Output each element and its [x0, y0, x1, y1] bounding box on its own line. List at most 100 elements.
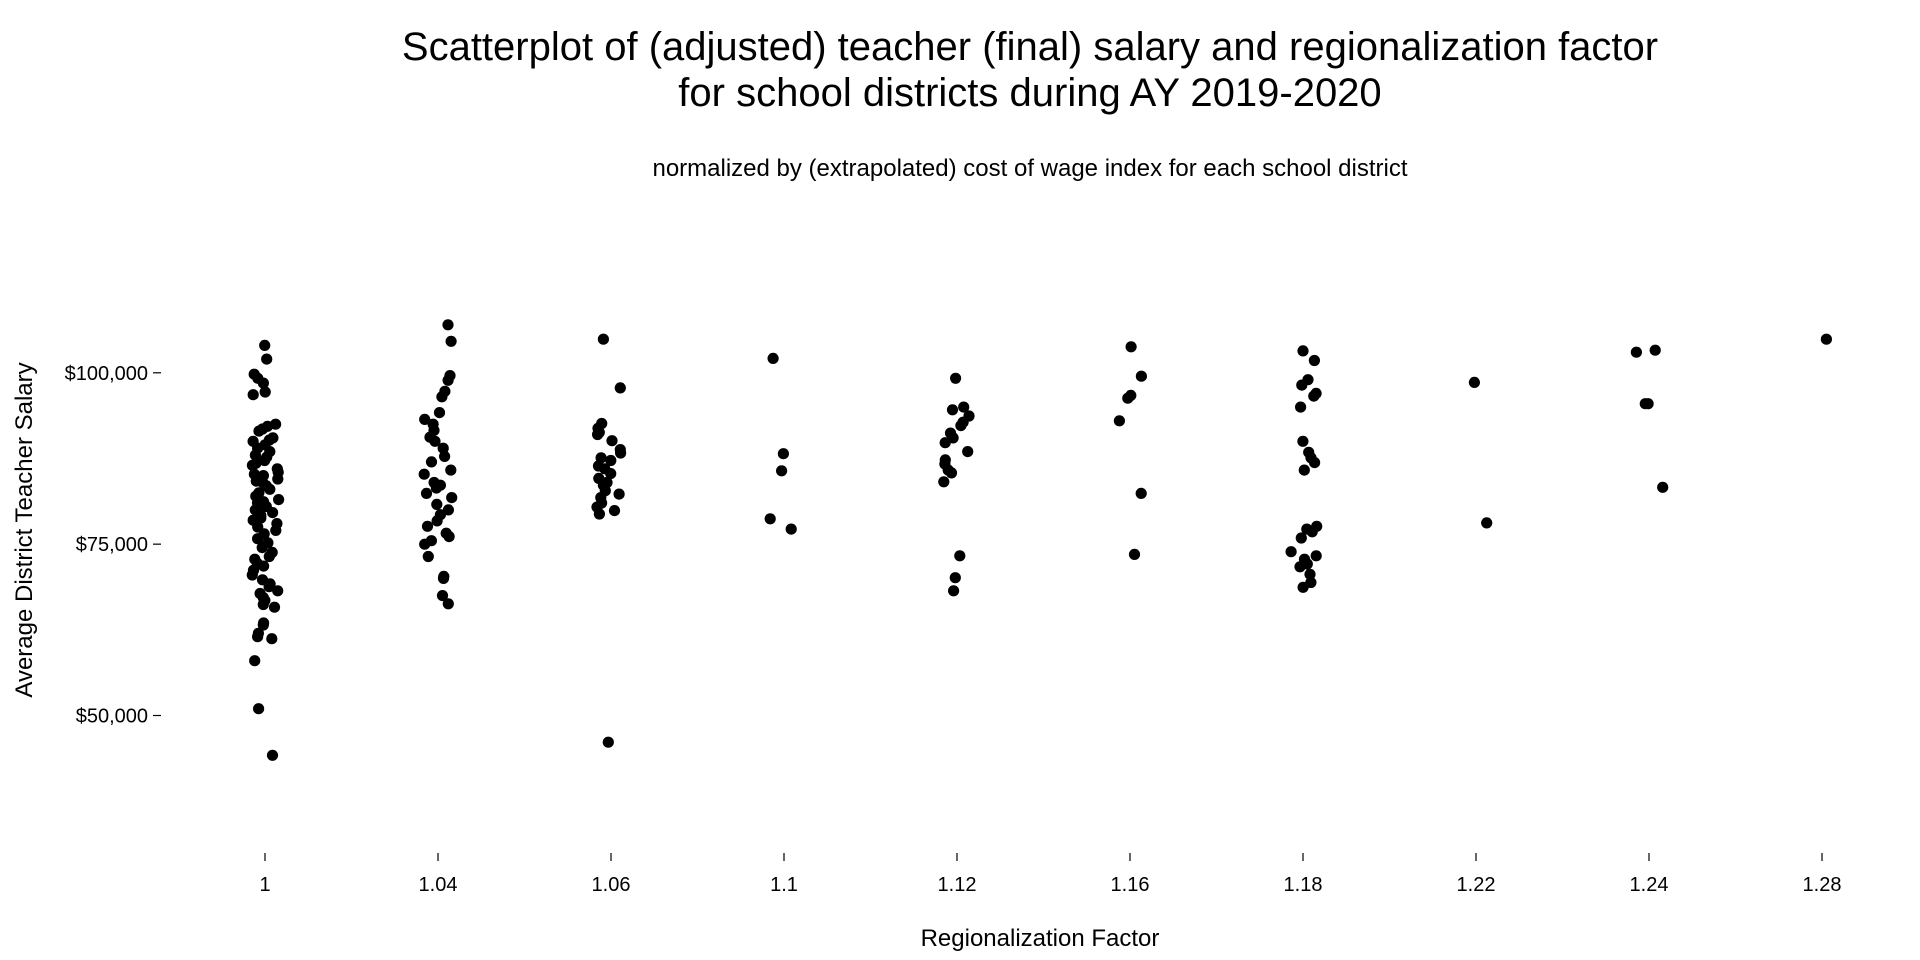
data-point — [247, 389, 259, 401]
data-point — [442, 374, 454, 386]
data-point — [1308, 390, 1320, 402]
x-tick-label: 1 — [259, 874, 270, 896]
data-point — [273, 494, 285, 506]
x-tick-label: 1.04 — [419, 874, 458, 896]
data-point — [252, 533, 264, 545]
data-point — [1297, 581, 1309, 593]
data-point — [249, 655, 261, 667]
data-point — [602, 736, 614, 748]
x-tick-label: 1.12 — [938, 874, 977, 896]
data-point — [948, 585, 960, 597]
data-point — [767, 352, 779, 364]
data-point — [764, 513, 776, 525]
data-point — [272, 473, 284, 485]
data-points — [246, 319, 1832, 761]
data-point — [962, 446, 974, 458]
data-point — [1125, 341, 1137, 353]
data-point — [1308, 354, 1320, 367]
data-point — [272, 585, 284, 597]
x-axis-title: Regionalization Factor — [921, 925, 1160, 952]
x-tick-label: 1.06 — [592, 874, 631, 896]
y-tick-label: $100,000 — [65, 363, 148, 385]
data-point — [1309, 457, 1321, 469]
data-point — [1285, 546, 1297, 558]
x-tick-label: 1.28 — [1803, 874, 1842, 896]
data-point — [446, 492, 458, 504]
data-point — [777, 448, 790, 460]
data-point — [954, 550, 966, 562]
data-point — [1294, 561, 1306, 573]
data-point — [1642, 398, 1654, 410]
data-point — [436, 590, 449, 602]
data-point — [442, 598, 454, 610]
data-point — [1296, 379, 1308, 391]
data-point — [257, 377, 269, 389]
data-point — [613, 488, 625, 500]
data-point — [1630, 346, 1642, 358]
data-point — [1295, 401, 1307, 413]
data-point — [257, 619, 269, 631]
data-point — [259, 386, 271, 398]
chart-title-line-1: Scatterplot of (adjusted) teacher (final… — [401, 25, 1659, 69]
data-point — [1135, 487, 1147, 499]
data-point — [425, 456, 438, 468]
data-point — [437, 572, 450, 585]
data-point — [939, 437, 951, 449]
data-point — [1304, 568, 1316, 580]
data-point — [1128, 548, 1141, 561]
data-point — [253, 425, 265, 437]
data-point — [439, 450, 451, 462]
data-point — [1649, 344, 1661, 356]
data-point — [421, 520, 434, 532]
data-point — [605, 454, 617, 467]
data-point — [1295, 532, 1307, 544]
data-point — [776, 465, 788, 477]
x-tick-label: 1.24 — [1630, 874, 1669, 896]
data-point — [949, 572, 961, 584]
data-point — [955, 420, 967, 432]
chart-title: Scatterplot of (adjusted) teacher (final… — [280, 24, 1780, 116]
data-point — [442, 319, 454, 331]
data-point — [1297, 435, 1309, 447]
y-tick-label: $50,000 — [76, 706, 148, 728]
data-point — [593, 508, 606, 520]
data-point — [608, 505, 621, 517]
data-point — [1310, 550, 1322, 562]
x-tick-label: 1.18 — [1284, 874, 1323, 896]
data-point — [430, 482, 442, 494]
data-point — [263, 550, 275, 563]
data-point — [950, 372, 962, 384]
data-point — [614, 382, 626, 394]
data-point — [259, 454, 271, 467]
data-point — [264, 483, 276, 495]
data-point — [615, 447, 627, 459]
data-point — [938, 476, 950, 488]
data-point — [433, 407, 446, 419]
data-point — [431, 515, 443, 527]
data-point — [436, 391, 448, 403]
data-point — [1113, 415, 1125, 427]
data-point — [420, 487, 433, 499]
data-point — [945, 467, 958, 479]
data-point — [958, 401, 970, 413]
data-point — [1122, 392, 1134, 404]
data-point — [592, 428, 604, 441]
data-point — [431, 498, 443, 510]
data-point — [256, 542, 268, 554]
data-point — [422, 550, 434, 563]
data-point — [1298, 464, 1310, 476]
x-tick-label: 1.1 — [770, 874, 798, 896]
data-point — [429, 435, 441, 447]
data-point — [946, 404, 959, 416]
chart-title-line-2: for school districts during AY 2019-2020 — [678, 71, 1382, 115]
data-point — [246, 569, 258, 581]
data-point — [785, 523, 797, 535]
data-point — [1297, 345, 1309, 357]
x-tick-label: 1.16 — [1111, 874, 1150, 896]
data-point — [253, 703, 265, 715]
y-axis: $50,000 $75,000 $100,000 — [65, 363, 161, 728]
data-point — [419, 538, 431, 550]
data-point — [1820, 333, 1832, 345]
data-point — [268, 601, 281, 613]
